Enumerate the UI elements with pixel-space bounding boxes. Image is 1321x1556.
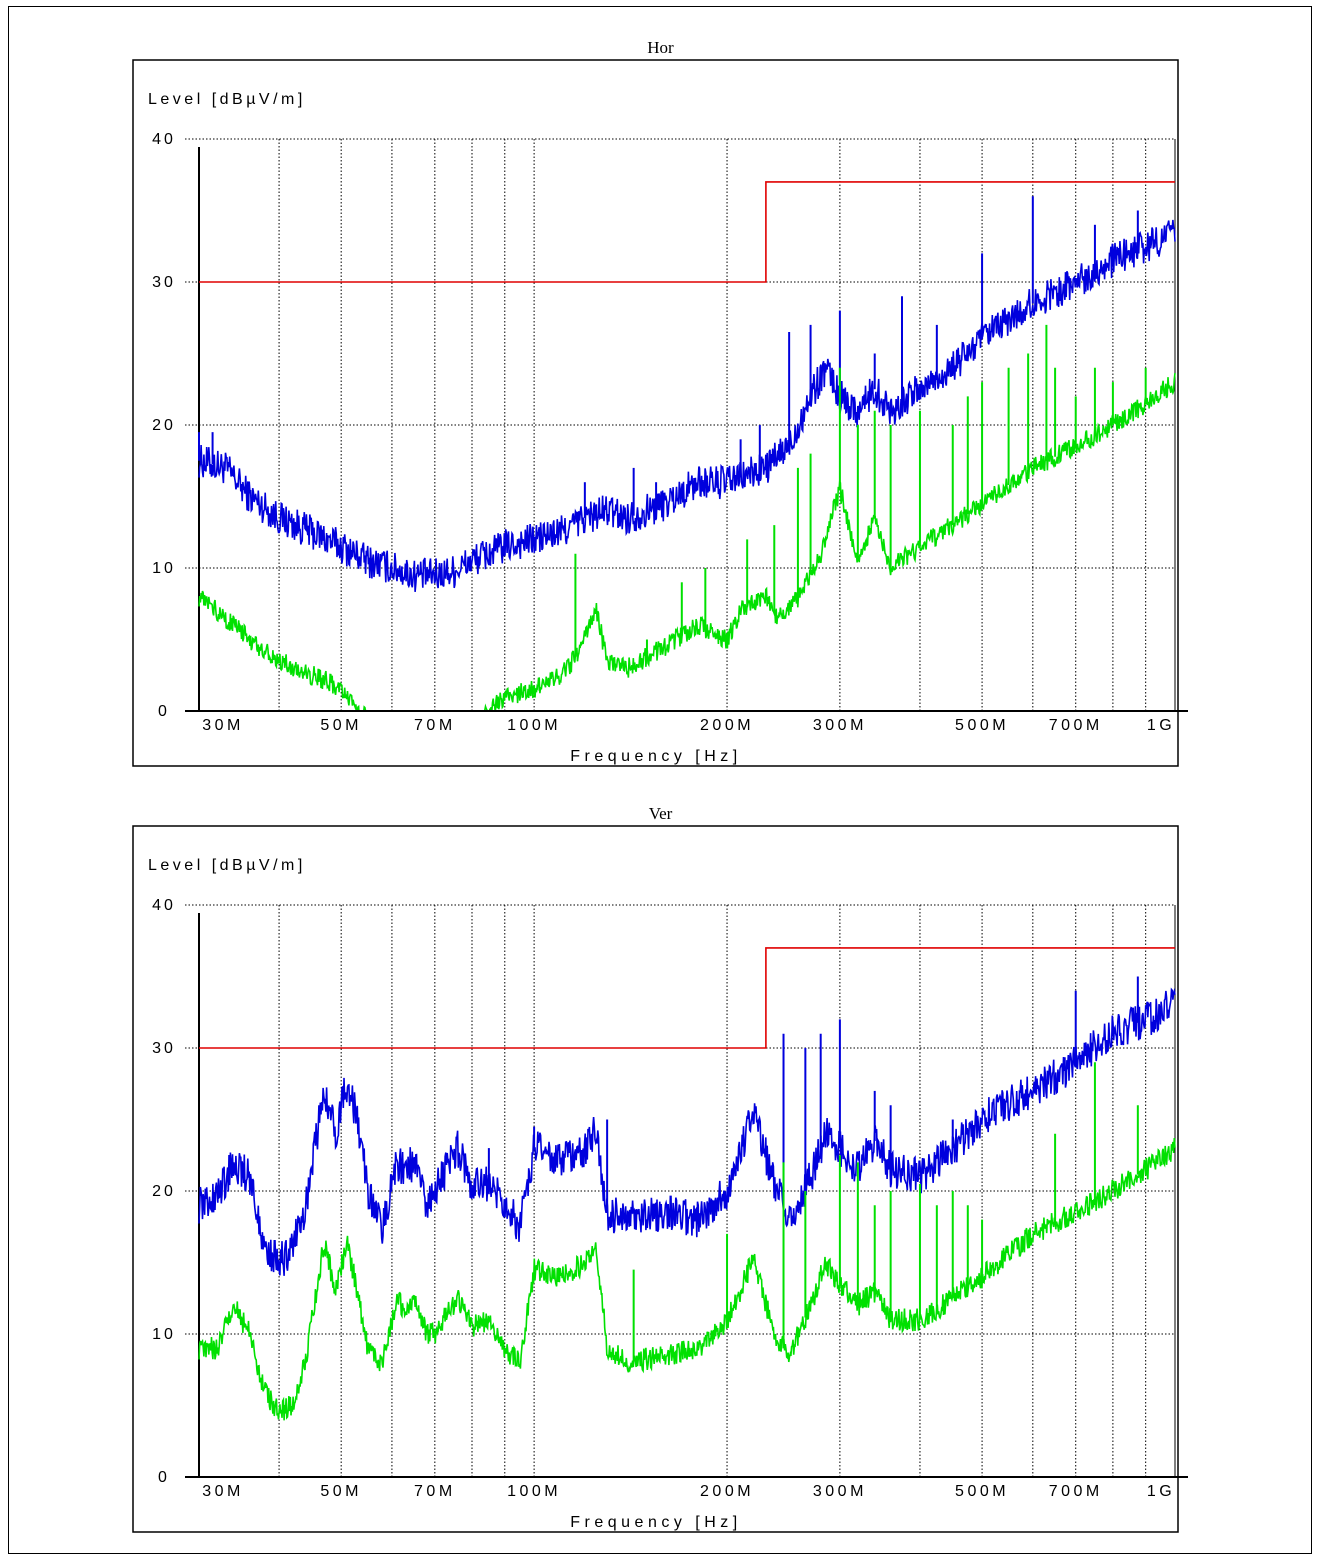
x-tick-label: 50M: [320, 1483, 362, 1500]
x-tick-label: 200M: [700, 1483, 754, 1500]
x-tick-label: 500M: [955, 717, 1009, 734]
y-tick-label: 0: [158, 703, 170, 720]
y-tick-label: 30: [152, 1040, 176, 1057]
x-tick-label: 70M: [414, 1483, 456, 1500]
x-tick-label: 1G: [1147, 717, 1175, 734]
x-tick-label: 300M: [813, 717, 867, 734]
x-tick-label: 500M: [955, 1483, 1009, 1500]
x-tick-label: 700M: [1049, 1483, 1103, 1500]
chart-hor: Level [dBµV/m] 0 10 20 30 40 30M 50M 70M 100M 200M…: [132, 59, 1188, 767]
x-tick-label: 700M: [1049, 717, 1103, 734]
chart-ver: Level [dBµV/m] 0 10 20 30 40 30M 50M 70M 100M 200M…: [132, 825, 1188, 1533]
y-tick-label: 0: [158, 1469, 170, 1486]
chart-title-hor: Hor: [647, 38, 674, 57]
x-tick-label: 200M: [700, 717, 754, 734]
y-tick-label: 20: [152, 417, 176, 434]
y-tick-label: 20: [152, 1183, 176, 1200]
x-axis-label: Frequency [Hz]: [570, 748, 741, 765]
series-trace-average: [198, 1138, 1176, 1421]
x-tick-label: 30M: [202, 1483, 244, 1500]
x-tick-label: 70M: [414, 717, 456, 734]
x-tick-label: 100M: [507, 717, 561, 734]
x-tick-label: 30M: [202, 717, 244, 734]
y-axis-label: Level [dBµV/m]: [148, 91, 306, 108]
y-axis-label: Level [dBµV/m]: [148, 857, 306, 874]
y-tick-label: 10: [152, 1326, 176, 1343]
page-frame: [8, 6, 1312, 1554]
x-tick-label: 1G: [1147, 1483, 1175, 1500]
series-trace-peak: [198, 219, 1176, 592]
limit-line: [199, 947, 1175, 1049]
y-tick-label: 10: [152, 560, 176, 577]
chart-frame: [132, 825, 1179, 1533]
series-trace-peak: [198, 987, 1176, 1276]
chart-title-ver: Ver: [648, 804, 673, 823]
limit-line: [199, 181, 1175, 283]
x-tick-label: 100M: [507, 1483, 561, 1500]
series-trace-average: [198, 372, 1176, 710]
chart-frame: [132, 59, 1179, 767]
y-tick-label: 30: [152, 274, 176, 291]
y-tick-label: 40: [152, 897, 176, 914]
y-tick-label: 40: [152, 131, 176, 148]
x-axis-label: Frequency [Hz]: [570, 1514, 741, 1531]
x-tick-label: 50M: [320, 717, 362, 734]
x-tick-label: 300M: [813, 1483, 867, 1500]
